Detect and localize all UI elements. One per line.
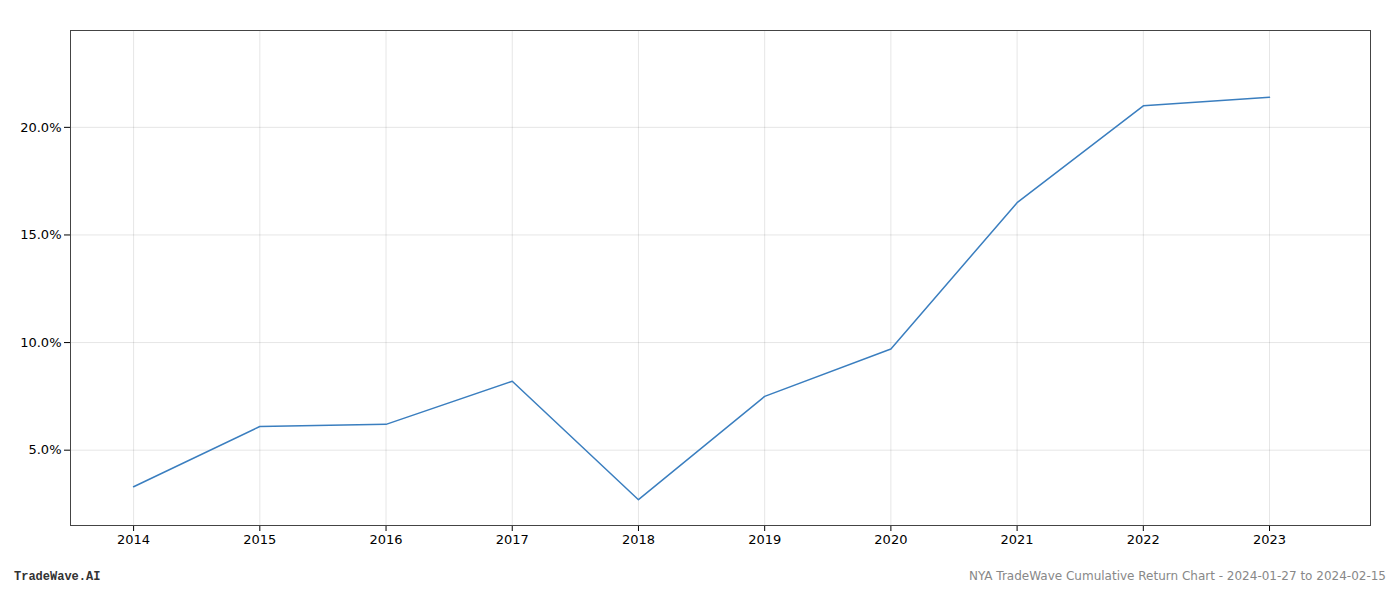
svg-text:2016: 2016 xyxy=(369,532,402,547)
svg-text:2018: 2018 xyxy=(622,532,655,547)
svg-text:10.0%: 10.0% xyxy=(20,335,61,350)
svg-text:2019: 2019 xyxy=(748,532,781,547)
svg-text:2014: 2014 xyxy=(117,532,150,547)
svg-text:2023: 2023 xyxy=(1253,532,1286,547)
svg-text:2020: 2020 xyxy=(874,532,907,547)
svg-text:2021: 2021 xyxy=(1001,532,1034,547)
svg-text:20.0%: 20.0% xyxy=(20,120,61,135)
svg-text:2017: 2017 xyxy=(496,532,529,547)
svg-text:5.0%: 5.0% xyxy=(28,442,61,457)
html-text:TradeWave.AI: TradeWave.AI xyxy=(14,570,101,584)
html-text:NYA TradeWave Cumulative Retur: NYA TradeWave Cumulative Return Chart - … xyxy=(969,569,1386,583)
svg-text:2015: 2015 xyxy=(243,532,276,547)
svg-text:2022: 2022 xyxy=(1127,532,1160,547)
svg-text:15.0%: 15.0% xyxy=(20,227,61,242)
